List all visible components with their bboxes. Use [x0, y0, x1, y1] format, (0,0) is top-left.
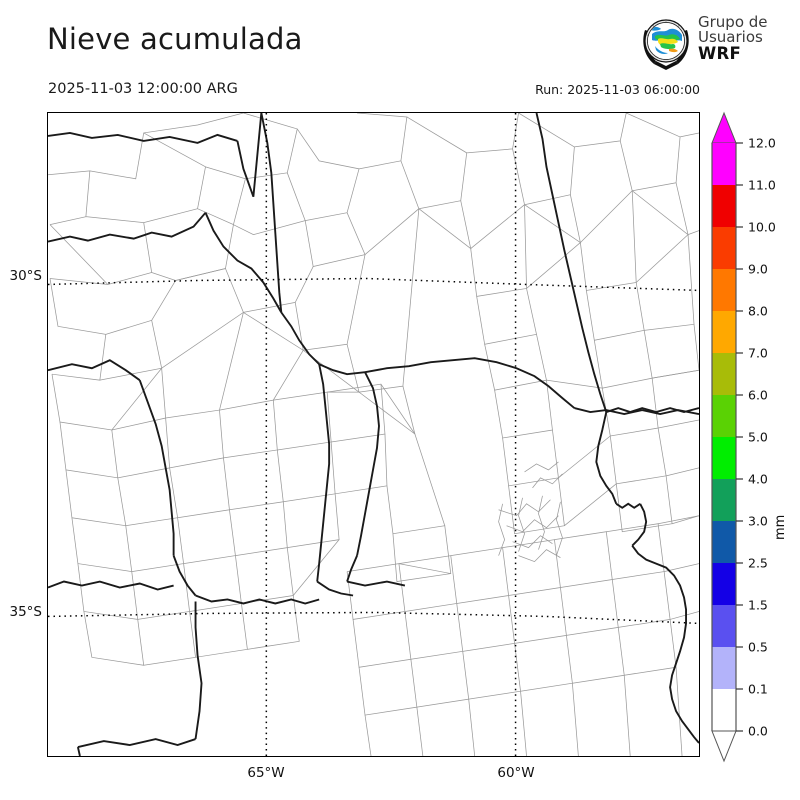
province-boundaries: [48, 113, 699, 756]
colorbar-tick-11: 11.0: [748, 177, 776, 193]
colorbar-tick-4: 4.0: [748, 471, 768, 487]
map-gridlines: [48, 113, 699, 756]
colorbar-unit-label: mm: [773, 514, 788, 540]
colorbar-tick-3: 3.0: [748, 513, 768, 529]
axis-label-lon-65w: 65°W: [247, 765, 285, 781]
colorbar-tick-6: 6.0: [748, 387, 768, 403]
colorbar-tick-10: 10.0: [748, 219, 776, 235]
logo-line-2: Usuarios: [698, 28, 763, 47]
colorbar-tick-1p5: 1.5: [748, 597, 768, 613]
wrf-globe-seal-icon: [643, 19, 689, 70]
valid-time-label: 2025-11-03 12:00:00 ARG: [48, 81, 238, 97]
axis-label-lat-30s: 30°S: [9, 268, 43, 284]
district-boundaries: [48, 113, 699, 756]
colorbar-tick-9: 9.0: [748, 261, 768, 277]
page-title: Nieve acumulada: [47, 22, 303, 56]
map-plot-area[interactable]: [47, 112, 700, 757]
logo-line-1: Grupo de: [698, 13, 768, 31]
logo-text: Grupo de Usuarios WRF: [698, 13, 768, 63]
gridline-lat-30S: [48, 277, 699, 292]
colorbar-tick-7: 7.0: [748, 345, 768, 361]
colorbar-tick-0: 0.0: [748, 723, 768, 739]
colorbar-tick-0p5: 0.5: [748, 639, 768, 655]
colorbar-tick-12: 12.0: [748, 135, 776, 151]
axis-label-lat-35s: 35°S: [9, 604, 43, 620]
colorbar-tick-0p1: 0.1: [748, 681, 768, 697]
colorbar-gradient: [711, 111, 743, 763]
axis-label-lon-60w: 60°W: [497, 765, 535, 781]
map-geography: [48, 113, 699, 756]
organization-logo: Grupo de Usuarios WRF: [638, 13, 798, 73]
logo-line-3: WRF: [698, 43, 742, 63]
colorbar-tick-2p5: 2.5: [748, 555, 768, 571]
gridline-lat-35S: [48, 611, 699, 625]
model-run-label: Run: 2025-11-03 06:00:00: [535, 82, 700, 97]
colorbar-tick-8: 8.0: [748, 303, 768, 319]
colorbar: 12.0 11.0 10.0 9.0 8.0 7.0 6.0 5.0 4.0 3…: [705, 108, 800, 763]
colorbar-tick-5: 5.0: [748, 429, 768, 445]
